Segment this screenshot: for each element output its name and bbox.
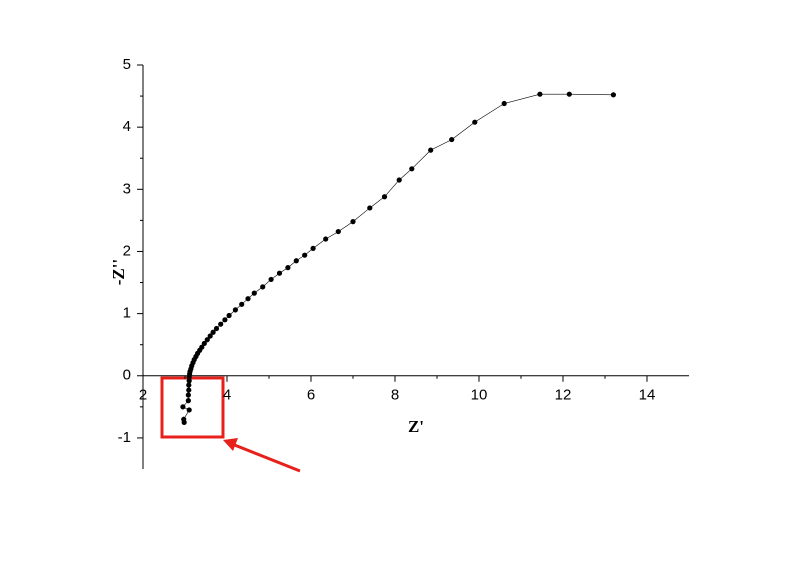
data-point — [186, 387, 192, 393]
data-point — [610, 92, 617, 98]
y-tick-label: 1 — [123, 305, 131, 322]
data-point — [186, 407, 192, 413]
data-point — [204, 337, 210, 343]
y-tick-label: -1 — [118, 429, 131, 446]
y-tick-label: 5 — [123, 56, 131, 73]
data-point — [367, 205, 373, 211]
data-point — [213, 325, 220, 332]
highlight-box — [160, 376, 225, 439]
y-axis-label: -Z'' — [109, 259, 128, 285]
data-point — [260, 284, 266, 290]
x-tick-label: 12 — [555, 387, 572, 404]
data-point — [302, 252, 308, 258]
data-point — [207, 333, 213, 339]
data-point — [335, 228, 341, 235]
data-point — [396, 177, 402, 183]
y-tick-label: 2 — [123, 242, 131, 259]
data-point — [350, 219, 356, 225]
data-point — [222, 317, 228, 323]
data-point — [323, 236, 329, 242]
data-point — [276, 270, 283, 276]
data-line — [182, 93, 614, 423]
data-point — [186, 382, 192, 388]
data-point — [310, 245, 316, 251]
data-point — [245, 296, 251, 302]
data-point — [185, 398, 191, 404]
x-tick-label: 10 — [471, 387, 488, 404]
data-point — [566, 91, 572, 97]
arrow-shaft — [231, 442, 301, 473]
data-point — [428, 147, 434, 153]
data-point — [537, 91, 543, 97]
data-point — [268, 276, 274, 283]
data-point — [186, 378, 192, 384]
data-point — [293, 258, 299, 264]
data-point — [226, 312, 232, 319]
data-point — [181, 419, 187, 425]
data-point — [285, 265, 291, 271]
data-point — [210, 329, 216, 335]
data-point — [201, 340, 207, 347]
y-tick-label: 3 — [123, 180, 131, 197]
data-point — [449, 136, 455, 143]
data-point — [409, 166, 415, 172]
x-tick-label: 4 — [223, 387, 231, 404]
data-point — [501, 100, 507, 107]
data-point — [186, 374, 192, 380]
data-point — [180, 404, 186, 410]
data-point — [381, 194, 388, 200]
data-point — [239, 301, 245, 307]
data-point — [251, 290, 257, 296]
data-point — [232, 307, 238, 313]
data-point — [185, 392, 191, 398]
x-tick-label: 2 — [139, 387, 147, 404]
x-tick-label: 14 — [639, 387, 656, 404]
x-tick-label: 8 — [391, 387, 399, 404]
x-tick-label: 6 — [307, 387, 315, 404]
y-tick-label: 4 — [123, 118, 131, 135]
data-point — [218, 321, 224, 327]
x-axis-label: Z' — [408, 417, 424, 436]
arrow-head — [223, 438, 238, 451]
y-tick-label: 0 — [123, 367, 131, 384]
data-point — [472, 119, 478, 125]
